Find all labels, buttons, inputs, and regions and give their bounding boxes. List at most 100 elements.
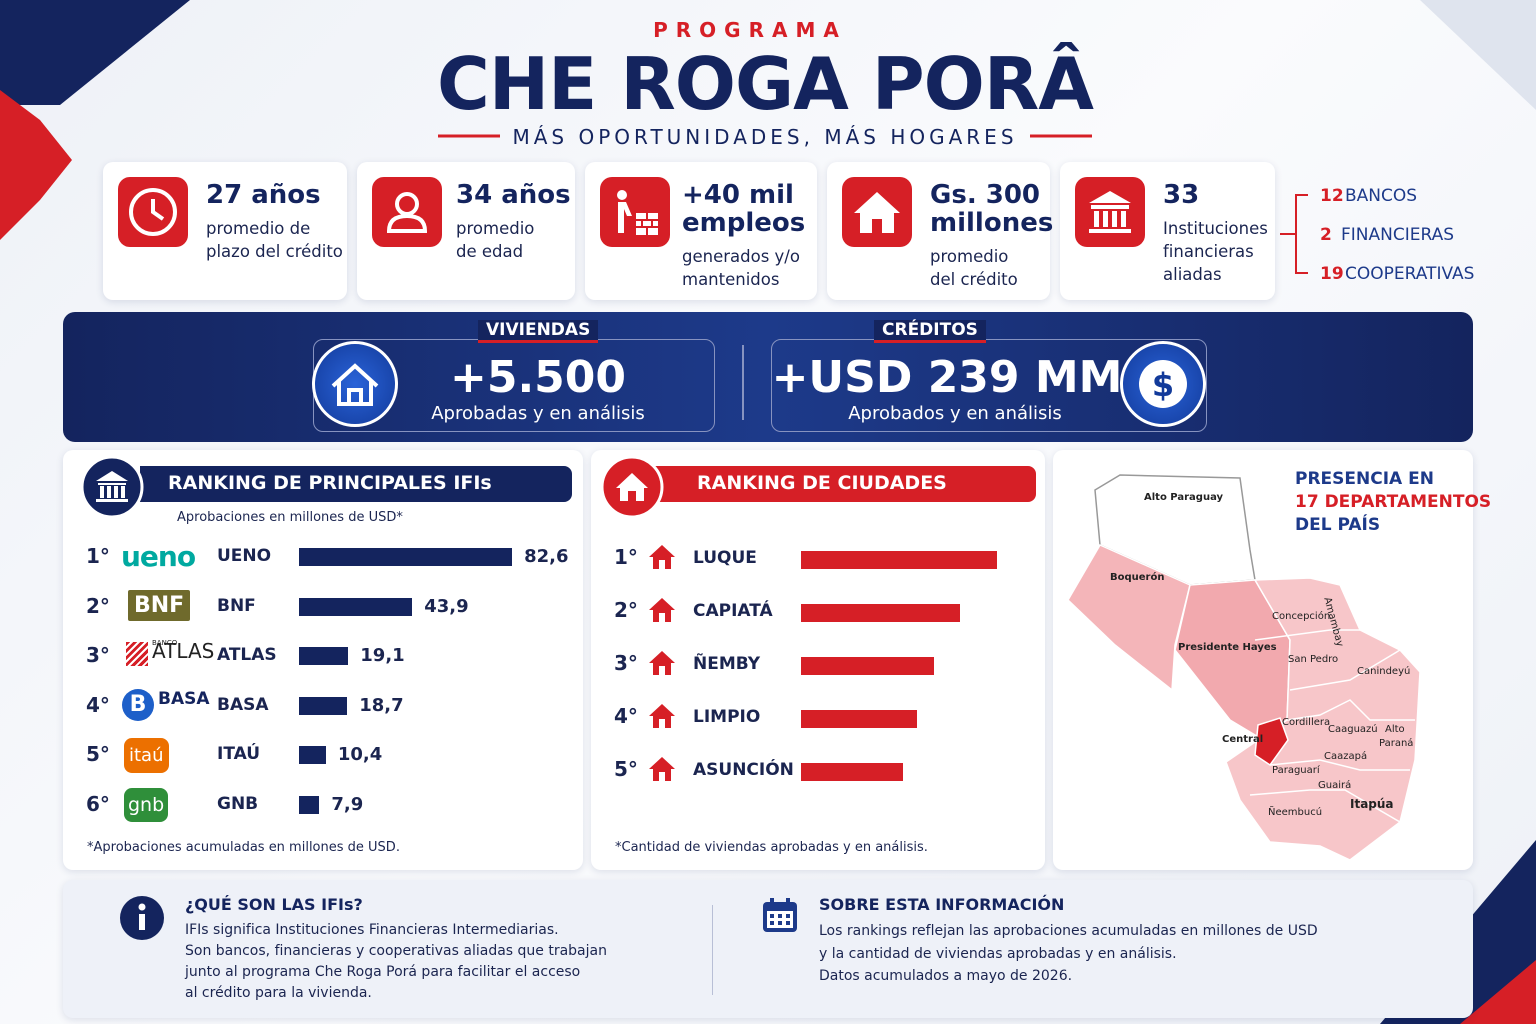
stat-desc: promedio de [206, 219, 311, 238]
ifi-value-label: 19,1 [360, 645, 405, 666]
city-house [647, 543, 677, 575]
department-label: Ñeembucú [1268, 807, 1323, 818]
stat-glyph [129, 188, 177, 236]
city-house [647, 702, 677, 734]
department-label: Paraná [1379, 738, 1414, 749]
city-bar [801, 551, 997, 569]
department-label: Paraguarí [1272, 765, 1320, 776]
highlight-value: +5.500 [449, 352, 627, 403]
stat-desc: financieras [1163, 242, 1254, 261]
map-title-line: DEL PAÍS [1295, 515, 1381, 535]
city-icon [600, 455, 664, 519]
city-rank: 1° [614, 545, 638, 569]
department-label: Guairá [1318, 780, 1352, 791]
department-label: San Pedro [1288, 654, 1339, 665]
ifi-bar [299, 746, 326, 764]
breakdown-count: 19 [1320, 264, 1344, 284]
city-bar [801, 763, 903, 781]
breakdown-label: FINANCIERAS [1341, 225, 1455, 245]
department-label: Central [1222, 734, 1264, 745]
info-line: Son bancos, financieras y cooperativas a… [185, 943, 607, 959]
calendar-icon [763, 898, 797, 932]
stat-glyph [854, 192, 900, 233]
city-title: RANKING DE CIUDADES [697, 472, 947, 494]
map [1067, 474, 1421, 861]
ifi-rank: 3° [86, 643, 110, 667]
highlight-banner [63, 312, 1473, 442]
breakdown-count: 12 [1320, 186, 1344, 206]
city-name: CAPIATÁ [693, 601, 773, 621]
highlight-caption: Aprobados y en análisis [848, 403, 1062, 424]
breakdown-count: 2 [1320, 225, 1332, 245]
stat-desc: mantenidos [682, 270, 780, 289]
department-label: Boquerón [1110, 572, 1165, 583]
kicker: PROGRAMA [653, 18, 847, 42]
highlight-label: VIVIENDAS [478, 320, 599, 343]
ifi-icon [80, 455, 144, 519]
city-footnote: *Cantidad de viviendas aprobadas y en an… [615, 840, 928, 855]
svg-text:$: $ [1152, 366, 1174, 404]
subtitle: MÁS OPORTUNIDADES, MÁS HOGARES [512, 125, 1018, 149]
stat-desc: del crédito [930, 270, 1018, 289]
info-title: SOBRE ESTA INFORMACIÓN [819, 895, 1065, 914]
stat-value: empleos [682, 208, 806, 238]
stat-glyph [386, 192, 428, 233]
department-label: Caazapá [1324, 751, 1368, 762]
ifi-name: ITAÚ [217, 744, 261, 764]
city-name: ASUNCIÓN [693, 760, 794, 780]
city-bar [801, 657, 935, 675]
ifi-logo: gnb [124, 787, 169, 822]
city-name: LUQUE [693, 548, 757, 568]
city-name: ÑEMBY [693, 654, 761, 674]
city-rank: 2° [614, 598, 638, 622]
ifi-bar [299, 548, 513, 566]
ifi-logo-mark [126, 642, 148, 666]
info-title: ¿QUÉ SON LAS IFIs? [185, 895, 363, 914]
department-label: Itapúa [1350, 797, 1394, 811]
stat-value: +40 mil [682, 180, 794, 210]
stat-value: 33 [1163, 180, 1200, 210]
ifi-rank: 2° [86, 593, 110, 618]
stat-icon [842, 177, 912, 247]
ifi-name: GNB [217, 793, 259, 814]
ifi-logo: ueno [121, 540, 196, 573]
house-glyph [649, 651, 675, 675]
ifi-logo: BNF [128, 589, 191, 621]
ifi-logo-small: BANCO [152, 639, 178, 647]
highlight-box [771, 339, 1207, 432]
stat-desc: Instituciones [1163, 219, 1268, 238]
ifi-rank: 5° [86, 742, 110, 766]
ifi-value-label: 7,9 [331, 793, 364, 815]
ifi-header [140, 466, 572, 502]
stat-desc: promedio [930, 247, 1009, 266]
highlight-caption: Aprobadas y en análisis [431, 403, 645, 424]
divider [742, 345, 744, 420]
ifi-value-label: 18,7 [359, 694, 404, 716]
highlight-label: CRÉDITOS [874, 320, 986, 343]
breakdown-label: COOPERATIVAS [1345, 264, 1475, 284]
info-line: Los rankings reflejan las aprobaciones a… [819, 923, 1318, 939]
city-rank: 3° [614, 651, 638, 675]
department-label: Cordillera [1282, 717, 1331, 728]
ifi-title: RANKING DE PRINCIPALES IFIs [168, 472, 492, 494]
stat-value: millones [930, 208, 1054, 238]
highlight-value: +USD 239 MM [771, 352, 1123, 403]
ifi-name: BNF [217, 595, 256, 616]
department-label: Alto Paraguay [1144, 492, 1224, 503]
info-line: IFIs significa Instituciones Financieras… [185, 922, 559, 938]
ifi-rank: 4° [86, 692, 110, 717]
ifi-name: BASA [217, 694, 269, 715]
ifi-rank: 6° [86, 791, 110, 816]
stat-desc: aliadas [1163, 265, 1222, 284]
title: CHE ROGA PORÂ [436, 42, 1094, 126]
breakdown-label: BANCOS [1345, 186, 1418, 206]
stat-icon [118, 177, 188, 247]
ifi-name: UENO [217, 546, 272, 566]
city-rank: 5° [614, 757, 638, 781]
info-icon [120, 896, 164, 940]
ifi-bar [299, 647, 349, 665]
ifi-value-label: 43,9 [424, 595, 469, 617]
city-house [647, 755, 677, 787]
info-line: y la cantidad de viviendas aprobadas y e… [819, 945, 1177, 962]
map-title: PRESENCIA EN 17 DEPARTAMENTOS DEL PAÍS [1295, 468, 1491, 537]
